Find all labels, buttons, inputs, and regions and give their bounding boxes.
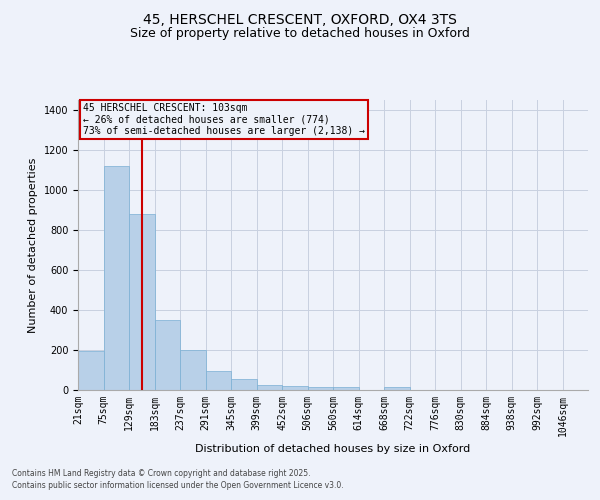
- Bar: [333, 388, 359, 390]
- Text: 45 HERSCHEL CRESCENT: 103sqm
← 26% of detached houses are smaller (774)
73% of s: 45 HERSCHEL CRESCENT: 103sqm ← 26% of de…: [83, 103, 365, 136]
- Bar: [257, 385, 282, 390]
- Bar: [282, 386, 308, 390]
- Bar: [155, 320, 180, 390]
- Bar: [104, 166, 129, 390]
- Text: Size of property relative to detached houses in Oxford: Size of property relative to detached ho…: [130, 28, 470, 40]
- Bar: [205, 371, 231, 390]
- Bar: [129, 214, 155, 390]
- X-axis label: Distribution of detached houses by size in Oxford: Distribution of detached houses by size …: [196, 444, 470, 454]
- Bar: [231, 379, 257, 390]
- Text: Contains public sector information licensed under the Open Government Licence v3: Contains public sector information licen…: [12, 481, 344, 490]
- Text: Contains HM Land Registry data © Crown copyright and database right 2025.: Contains HM Land Registry data © Crown c…: [12, 468, 311, 477]
- Bar: [308, 388, 333, 390]
- Y-axis label: Number of detached properties: Number of detached properties: [28, 158, 38, 332]
- Bar: [384, 388, 409, 390]
- Bar: [78, 351, 104, 390]
- Text: 45, HERSCHEL CRESCENT, OXFORD, OX4 3TS: 45, HERSCHEL CRESCENT, OXFORD, OX4 3TS: [143, 12, 457, 26]
- Bar: [180, 350, 205, 390]
